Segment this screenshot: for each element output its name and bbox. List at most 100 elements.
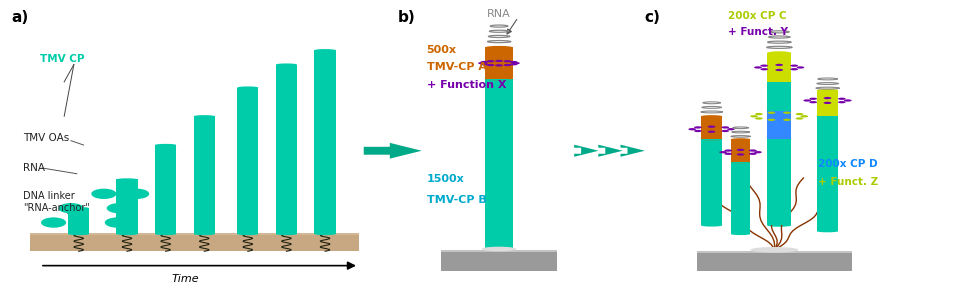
Bar — [697, 251, 852, 253]
Ellipse shape — [824, 102, 831, 104]
Bar — [731, 162, 750, 234]
Ellipse shape — [731, 161, 750, 163]
Bar — [701, 139, 722, 225]
Ellipse shape — [767, 112, 775, 114]
Ellipse shape — [750, 247, 798, 253]
Ellipse shape — [761, 64, 768, 67]
Bar — [30, 235, 359, 251]
Ellipse shape — [276, 64, 297, 66]
Ellipse shape — [89, 218, 114, 228]
Ellipse shape — [68, 233, 89, 235]
Ellipse shape — [824, 97, 831, 99]
Ellipse shape — [701, 224, 722, 226]
Bar — [767, 110, 792, 139]
Ellipse shape — [796, 113, 803, 115]
Ellipse shape — [719, 151, 727, 153]
Ellipse shape — [797, 66, 804, 69]
Ellipse shape — [155, 233, 176, 235]
Ellipse shape — [817, 230, 838, 232]
Polygon shape — [620, 145, 645, 157]
Text: c): c) — [644, 10, 660, 25]
Ellipse shape — [485, 46, 513, 49]
Ellipse shape — [701, 115, 722, 117]
Bar — [155, 145, 176, 234]
Ellipse shape — [767, 224, 792, 227]
Bar — [767, 82, 792, 225]
Bar — [817, 116, 838, 231]
Ellipse shape — [315, 233, 335, 235]
Ellipse shape — [817, 115, 838, 117]
Text: + Function X: + Function X — [426, 80, 506, 90]
Ellipse shape — [510, 63, 517, 66]
Ellipse shape — [707, 130, 715, 133]
Ellipse shape — [721, 126, 729, 128]
Ellipse shape — [731, 161, 750, 163]
Ellipse shape — [495, 60, 503, 62]
Text: 500x: 500x — [426, 45, 456, 55]
Ellipse shape — [694, 126, 702, 128]
Bar — [194, 116, 215, 234]
Bar — [276, 65, 297, 234]
Ellipse shape — [276, 233, 297, 235]
Ellipse shape — [68, 207, 89, 209]
Bar — [116, 180, 138, 234]
Ellipse shape — [838, 101, 846, 103]
Text: RNA: RNA — [22, 163, 45, 173]
Ellipse shape — [481, 61, 488, 63]
Ellipse shape — [124, 189, 149, 199]
Ellipse shape — [116, 178, 138, 181]
Polygon shape — [363, 143, 422, 159]
Ellipse shape — [767, 81, 792, 83]
Bar — [68, 208, 89, 234]
Bar — [731, 139, 750, 162]
Ellipse shape — [701, 138, 722, 140]
Ellipse shape — [155, 144, 176, 146]
Ellipse shape — [767, 119, 775, 121]
Ellipse shape — [749, 149, 757, 152]
Bar — [441, 252, 557, 271]
Bar — [817, 90, 838, 116]
Ellipse shape — [482, 247, 516, 251]
Ellipse shape — [194, 115, 215, 117]
Text: 200x CP C: 200x CP C — [728, 11, 787, 21]
Ellipse shape — [791, 68, 798, 70]
Text: TMV OAs: TMV OAs — [22, 133, 69, 143]
Ellipse shape — [485, 248, 513, 251]
Text: 200x CP D: 200x CP D — [818, 160, 878, 169]
Bar — [697, 253, 852, 271]
Ellipse shape — [486, 64, 494, 66]
Ellipse shape — [736, 153, 744, 156]
Text: b): b) — [397, 10, 416, 25]
Ellipse shape — [510, 61, 517, 63]
Ellipse shape — [754, 66, 762, 69]
Ellipse shape — [707, 126, 715, 128]
Ellipse shape — [775, 64, 783, 66]
Ellipse shape — [755, 113, 763, 115]
Ellipse shape — [783, 119, 791, 121]
Ellipse shape — [803, 99, 811, 102]
Ellipse shape — [727, 128, 735, 130]
Ellipse shape — [775, 69, 783, 71]
Ellipse shape — [504, 60, 512, 62]
Ellipse shape — [495, 64, 503, 66]
Bar — [485, 79, 513, 249]
Text: + Funct. Y: + Funct. Y — [728, 27, 788, 37]
Ellipse shape — [237, 86, 259, 89]
Ellipse shape — [91, 189, 116, 199]
Bar — [767, 53, 792, 82]
Text: TMV CP: TMV CP — [40, 54, 84, 64]
Bar — [485, 47, 513, 79]
Ellipse shape — [237, 233, 259, 235]
Text: + Funct. Z: + Funct. Z — [818, 177, 878, 186]
Bar — [701, 116, 722, 139]
Ellipse shape — [486, 60, 494, 62]
Ellipse shape — [817, 89, 838, 92]
Ellipse shape — [783, 112, 791, 114]
Ellipse shape — [694, 130, 702, 132]
Ellipse shape — [194, 233, 215, 235]
Text: RNA: RNA — [487, 9, 511, 19]
Ellipse shape — [844, 99, 852, 102]
Ellipse shape — [796, 117, 803, 119]
Text: 1500x: 1500x — [426, 175, 464, 184]
Ellipse shape — [791, 64, 798, 67]
